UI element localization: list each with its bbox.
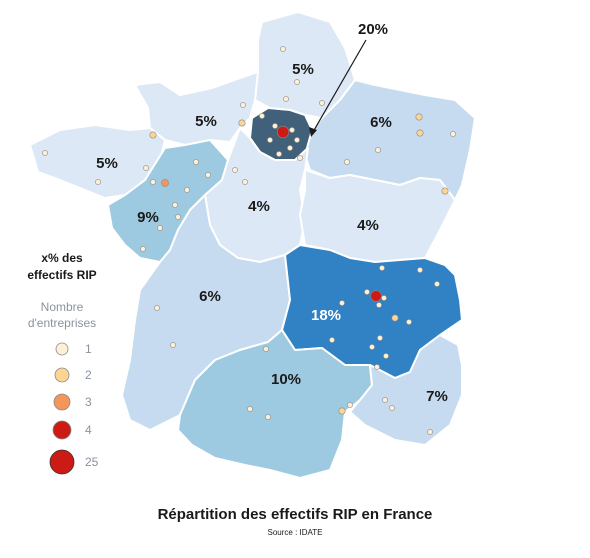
- legend-label-1: 1: [85, 342, 92, 356]
- company-dot: [238, 119, 246, 127]
- company-dot: [339, 300, 345, 306]
- company-dot: [143, 165, 149, 171]
- company-dot: [161, 179, 169, 187]
- company-dot: [289, 127, 295, 133]
- company-dot: [263, 346, 269, 352]
- ile-de-france-arrow: [312, 39, 367, 133]
- company-dot: [441, 187, 449, 195]
- company-dot: [276, 125, 290, 139]
- company-dot: [381, 295, 387, 301]
- company-dot: [272, 123, 278, 129]
- company-dot: [415, 113, 423, 121]
- pct-ile-de-france: 20%: [358, 21, 388, 38]
- company-dot: [376, 302, 382, 308]
- company-dot: [297, 155, 303, 161]
- pct-auvergne-rhone-alpes: 18%: [311, 307, 341, 324]
- company-dot: [175, 214, 181, 220]
- pct-normandie: 5%: [195, 113, 217, 130]
- company-dot: [383, 353, 389, 359]
- company-dot: [379, 265, 385, 271]
- company-dot: [319, 100, 325, 106]
- company-dot: [232, 167, 238, 173]
- legend-label-2: 2: [85, 368, 92, 382]
- pct-occitanie: 10%: [271, 371, 301, 388]
- company-dot: [184, 187, 190, 193]
- legend-label-25: 25: [85, 455, 99, 469]
- pct-bretagne: 5%: [96, 155, 118, 172]
- map-title: Répartition des effectifs RIP en France: [157, 506, 433, 523]
- company-dot: [416, 129, 424, 137]
- company-dot: [172, 202, 178, 208]
- legend-swatch-4: [52, 420, 72, 440]
- company-dot: [344, 159, 350, 165]
- region-bourgogne-franche-comte[interactable]: [299, 169, 456, 263]
- company-dot: [247, 406, 253, 412]
- company-dot: [434, 281, 440, 287]
- company-dot: [193, 159, 199, 165]
- company-dot: [42, 150, 48, 156]
- pct-bourgogne-franche-comte: 4%: [357, 217, 379, 234]
- company-dot: [140, 246, 146, 252]
- pct-centre-val-de-loire: 4%: [248, 198, 270, 215]
- legend-swatch-3: [53, 393, 71, 411]
- legend-swatch-2: [54, 367, 70, 383]
- pct-pays-de-la-loire: 9%: [137, 209, 159, 226]
- company-dot: [283, 96, 289, 102]
- company-dot: [276, 151, 282, 157]
- company-dot: [406, 319, 412, 325]
- company-dot: [294, 137, 300, 143]
- company-dot: [157, 225, 163, 231]
- company-dot: [267, 137, 273, 143]
- company-dots: [42, 46, 456, 435]
- company-dot: [377, 335, 383, 341]
- region-provence-alpes-cote-dazur[interactable]: [349, 334, 463, 446]
- company-dot: [338, 407, 346, 415]
- company-dot: [95, 179, 101, 185]
- source-note: Source : IDATE: [267, 528, 323, 537]
- company-dot: [240, 102, 246, 108]
- company-dot: [374, 364, 380, 370]
- pct-nouvelle-aquitaine: 6%: [199, 288, 221, 305]
- legend-label-3: 3: [85, 395, 92, 409]
- arrow-head: [309, 127, 317, 137]
- legend-sub-line1: Nombre: [41, 300, 84, 314]
- pct-provence-alpes-cote-dazur: 7%: [426, 388, 448, 405]
- pct-grand-est: 6%: [370, 114, 392, 131]
- company-dot: [242, 179, 248, 185]
- company-dot: [265, 414, 271, 420]
- legend-sub-line2: d'entreprises: [28, 316, 96, 330]
- company-dot: [170, 342, 176, 348]
- company-dot: [364, 289, 370, 295]
- legend-title-line1: x% des: [41, 251, 83, 265]
- company-dot: [329, 337, 335, 343]
- company-dot: [389, 405, 395, 411]
- company-dot: [417, 267, 423, 273]
- legend-swatch-25: [49, 449, 75, 475]
- company-dot: [280, 46, 286, 52]
- legend-swatch-1: [55, 342, 69, 356]
- company-dot: [382, 397, 388, 403]
- company-dot: [205, 172, 211, 178]
- company-dot: [259, 113, 265, 119]
- company-dot: [294, 79, 300, 85]
- region-corse[interactable]: [525, 432, 561, 506]
- company-dot: [370, 290, 382, 302]
- legend: x% des effectifs RIP Nombre d'entreprise…: [27, 251, 99, 475]
- company-dot: [450, 131, 456, 137]
- company-dot: [149, 131, 157, 139]
- legend-label-4: 4: [85, 423, 92, 437]
- company-dot: [391, 314, 399, 322]
- company-dot: [375, 147, 381, 153]
- company-dot: [154, 305, 160, 311]
- company-dot: [287, 145, 293, 151]
- company-dot: [150, 179, 156, 185]
- pct-hauts-de-france: 5%: [292, 61, 314, 78]
- company-dot: [347, 402, 353, 408]
- company-dot: [427, 429, 433, 435]
- company-dot: [369, 344, 375, 350]
- legend-title-line2: effectifs RIP: [27, 268, 96, 282]
